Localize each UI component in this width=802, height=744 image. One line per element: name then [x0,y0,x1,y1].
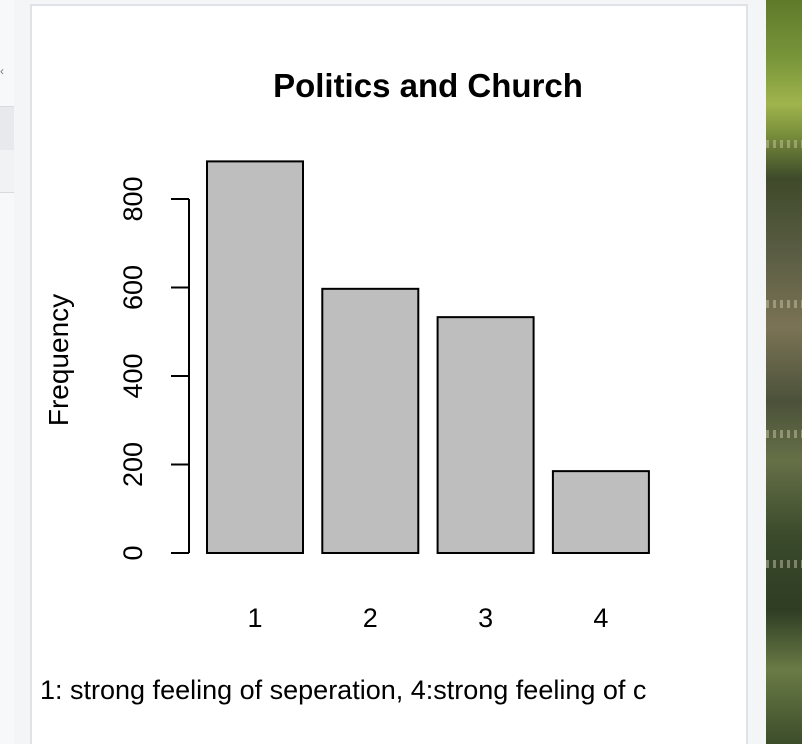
x-tick-labels: 1 2 3 4 [247,603,608,633]
y-axis: 0 200 400 600 800 [118,176,190,561]
chart-title: Politics and Church [273,67,583,104]
chart-caption: 1: strong feeling of seperation, 4:stron… [40,675,647,705]
left-tab-secondary[interactable] [0,150,14,193]
y-tick-label: 200 [118,442,148,487]
x-tick-label: 2 [363,603,378,633]
x-tick-label: 4 [593,603,608,633]
bar-4 [551,470,650,555]
x-tick-label: 3 [478,603,493,633]
bar-1 [206,160,304,554]
x-tick-label: 1 [247,603,262,633]
y-tick-label: 0 [118,545,148,560]
left-panel-edge: ‹ [0,0,14,744]
y-tick-label: 800 [118,176,148,221]
bar-3 [436,316,535,554]
y-tick-label: 400 [118,353,148,398]
background-photo [766,0,802,744]
collapse-arrow-icon[interactable]: ‹ [0,64,4,78]
bar-2 [321,287,420,554]
y-tick-label: 600 [118,265,148,310]
bars [206,160,650,555]
y-axis-label: Frequency [43,294,74,426]
